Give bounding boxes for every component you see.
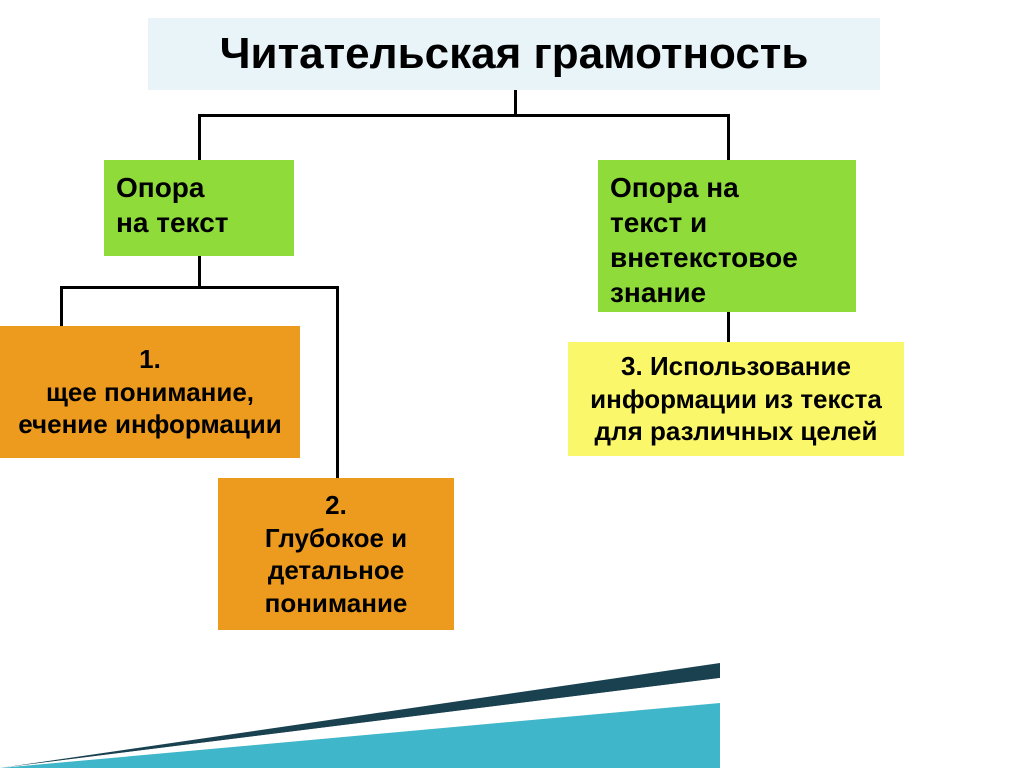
connector-segment: [727, 312, 730, 342]
left_green-text: Опорана текст: [116, 170, 228, 240]
connector-segment: [514, 90, 517, 114]
diagram-title: Читательская грамотность: [148, 18, 880, 90]
node-left-support: Опорана текст: [104, 160, 294, 256]
node-right-support: Опора натекст ивнетекстовоезнание: [598, 160, 856, 312]
connector-segment: [198, 114, 730, 117]
connector-segment: [60, 286, 338, 289]
yellow-text: 3. Использованиеинформации из текстадля …: [590, 350, 882, 448]
diagram-title-text: Читательская грамотность: [220, 29, 809, 79]
connector-segment: [60, 286, 63, 326]
connector-segment: [198, 256, 201, 286]
node-general-understanding: 1.щее понимание,ечение информации: [0, 326, 300, 458]
right_green-text: Опора натекст ивнетекстовоезнание: [610, 170, 798, 310]
orange2-text: 2.Глубокое идетальноепонимание: [265, 489, 408, 619]
connector-segment: [336, 286, 339, 478]
orange1-text: 1.щее понимание,ечение информации: [18, 343, 282, 441]
connector-segment: [198, 114, 201, 160]
connector-segment: [727, 114, 730, 160]
decorative-wedge: [0, 608, 720, 768]
node-use-information: 3. Использованиеинформации из текстадля …: [568, 342, 904, 456]
